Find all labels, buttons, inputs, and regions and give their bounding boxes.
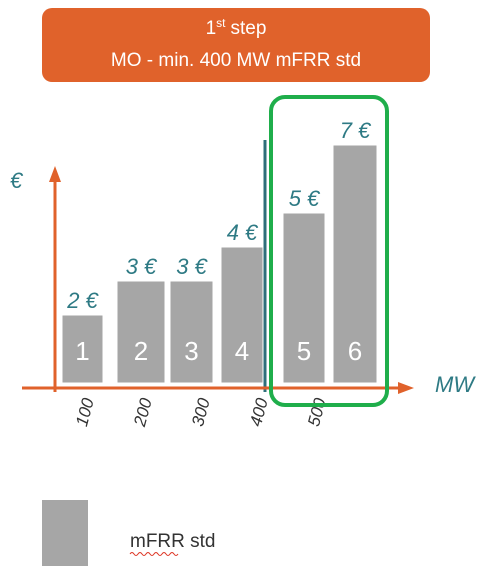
header-box (42, 8, 430, 82)
title-sup: st (216, 16, 226, 30)
y-arrow (49, 166, 61, 182)
legend-swatch (42, 500, 88, 566)
title-rest: step (231, 18, 267, 39)
bar (332, 144, 378, 384)
bar (220, 246, 264, 384)
bar-number: 5 (297, 336, 311, 366)
bar-number: 2 (134, 336, 148, 366)
x-tick-label: 200 (130, 396, 156, 430)
highlight-box (269, 95, 389, 407)
value-label: 3 € (126, 254, 158, 279)
bar (282, 212, 326, 384)
x-tick-label: 100 (72, 396, 98, 429)
header-title: 1st step (206, 16, 267, 39)
bar (61, 314, 104, 384)
bar-number: 4 (235, 336, 249, 366)
value-label: 2 € (66, 288, 99, 313)
bar-number: 1 (75, 336, 89, 366)
x-tick-label: 300 (188, 396, 214, 429)
x-arrow (398, 382, 414, 394)
bar (169, 280, 214, 384)
bar (116, 280, 166, 384)
x-tick-label: 500 (304, 396, 330, 429)
title-main: 1 (206, 18, 217, 39)
header-subtitle: MO - min. 400 MW mFRR std (111, 50, 361, 71)
value-label: 4 € (227, 220, 259, 245)
value-label: 7 € (340, 118, 372, 143)
legend-label: mFRR std (130, 531, 216, 552)
spell-underline (129, 552, 179, 556)
marks: 1 2 € 2 3 € 3 3 € 4 4 € 5 5 € 6 7 € 100 200 300 400 500 (61, 118, 378, 430)
x-label: MW (435, 372, 476, 397)
x-tick-label: 400 (246, 396, 272, 429)
bar-number: 6 (348, 336, 362, 366)
value-label: 5 € (289, 186, 321, 211)
value-label: 3 € (176, 254, 208, 279)
bar-number: 3 (184, 336, 198, 366)
y-label: € (10, 168, 24, 193)
